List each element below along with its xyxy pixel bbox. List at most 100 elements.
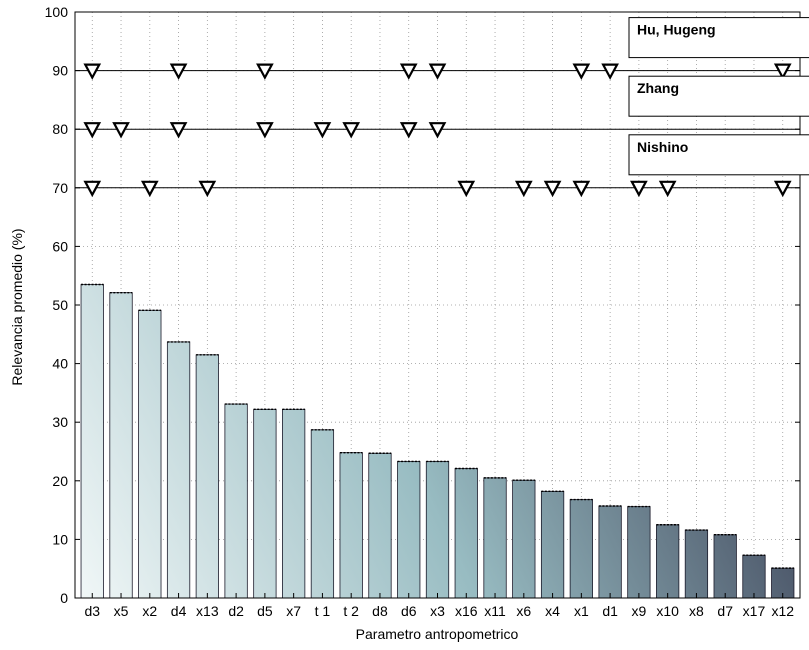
bar-d3 [80, 284, 104, 599]
x-tick-label: x9 [631, 603, 646, 619]
y-tick-label: 100 [45, 4, 69, 20]
marker-rows [75, 63, 800, 198]
triangle-marker-icon [773, 63, 792, 80]
bar-x16 [454, 468, 478, 599]
y-tick-label: 80 [52, 121, 68, 137]
x-tick-label: x17 [743, 603, 766, 619]
bar-t1 [310, 429, 335, 599]
triangle-marker-icon [169, 63, 188, 80]
x-tick-label: x8 [689, 603, 704, 619]
triangle-marker-icon [342, 122, 361, 139]
bar-x17 [742, 554, 766, 599]
y-tick-label: 20 [52, 473, 68, 489]
bar-x5 [109, 292, 133, 599]
row-label-box [628, 75, 809, 117]
x-tick-label: d1 [602, 603, 618, 619]
x-tick-label: x13 [196, 603, 219, 619]
bar-x6 [512, 479, 536, 599]
x-tick-label: x7 [286, 603, 301, 619]
bar-x7 [282, 408, 306, 599]
bar-x13 [195, 354, 219, 599]
x-tick-label: t 2 [343, 603, 359, 619]
x-tick-label: x11 [484, 603, 506, 619]
x-tick-label: d3 [84, 603, 100, 619]
triangle-marker-icon [313, 122, 332, 139]
x-tick-label: d5 [257, 603, 273, 619]
triangle-marker-icon [140, 180, 159, 198]
x-tick-label: x1 [574, 603, 589, 619]
x-tick-label: x4 [545, 603, 560, 619]
triangle-marker-icon [399, 122, 418, 139]
triangle-marker-icon [630, 180, 648, 198]
bar-x1 [569, 499, 593, 599]
bar-d2 [224, 403, 248, 599]
x-tick-label: d8 [372, 603, 388, 619]
bar-d7 [713, 534, 737, 599]
triangle-marker-icon [572, 180, 591, 198]
bar-x3 [425, 461, 450, 599]
x-tick-label: d7 [717, 603, 733, 619]
triangle-marker-icon [83, 180, 102, 198]
y-axis-label: Relevancia promedio (%) [9, 228, 25, 385]
triangle-marker-icon [428, 63, 447, 80]
row-label-box [628, 134, 809, 176]
triangle-marker-icon [399, 63, 418, 80]
triangle-marker-icon [83, 122, 102, 139]
row-label: Nishino [637, 139, 688, 155]
triangle-marker-icon [514, 180, 533, 198]
triangle-marker-icon [428, 122, 447, 139]
x-tick-label: x2 [142, 603, 157, 619]
x-tick-label: t 1 [315, 603, 331, 619]
bar-x8 [684, 529, 709, 599]
y-tick-label: 10 [52, 531, 68, 547]
triangle-marker-icon [601, 63, 619, 80]
row-label: Zhang [637, 80, 679, 96]
y-tick-label: 70 [52, 180, 68, 196]
bar-x11 [483, 477, 507, 599]
y-ticks: 0 10 20 30 40 50 60 70 80 90 100 [45, 4, 800, 606]
triangle-marker-icon [256, 63, 274, 80]
x-tick-label: x16 [455, 603, 478, 619]
bar-d5 [253, 408, 277, 599]
triangle-marker-icon [543, 180, 562, 198]
bars [80, 283, 795, 599]
y-tick-label: 60 [52, 238, 68, 254]
x-tick-label: d6 [401, 603, 417, 619]
bar-d1 [598, 505, 622, 599]
row-label-box [628, 17, 809, 59]
bar-d8 [368, 452, 392, 599]
y-tick-label: 30 [52, 414, 68, 430]
bar-d6 [397, 461, 421, 599]
y-tick-label: 40 [52, 356, 68, 372]
triangle-marker-icon [83, 63, 102, 80]
x-tick-label: x10 [656, 603, 679, 619]
triangle-marker-icon [256, 122, 274, 139]
bar-t2 [339, 452, 363, 599]
y-tick-label: 0 [60, 590, 68, 606]
x-tick-label: d4 [171, 603, 187, 619]
triangle-marker-icon [169, 122, 188, 139]
triangle-marker-icon [658, 180, 677, 198]
x-tick-label: x5 [114, 603, 129, 619]
triangle-marker-icon [198, 180, 217, 198]
y-tick-label: 50 [52, 297, 68, 313]
row-labels: Hu, Hugeng Zhang Nishino [628, 17, 809, 176]
triangle-marker-icon [773, 180, 792, 198]
x-ticks: d3 x5 x2 d4 x13 d2 d5 x7 t 1 t 2 d8 d6 x3 x16 x11 x6 x4 x… [84, 593, 794, 619]
bar-x4 [540, 490, 565, 599]
triangle-marker-icon [457, 180, 476, 198]
y-tick-label: 90 [52, 63, 68, 79]
triangle-marker-icon [112, 122, 130, 139]
x-tick-label: x6 [516, 603, 531, 619]
x-tick-label: d2 [228, 603, 244, 619]
x-tick-label: x3 [430, 603, 445, 619]
x-tick-label: x12 [771, 603, 794, 619]
bar-x10 [656, 524, 680, 599]
triangle-marker-icon [572, 63, 591, 80]
bar-d4 [166, 341, 191, 599]
bar-x9 [627, 506, 651, 599]
row-label: Hu, Hugeng [637, 22, 716, 38]
x-axis-label: Parametro antropometrico [356, 626, 519, 642]
